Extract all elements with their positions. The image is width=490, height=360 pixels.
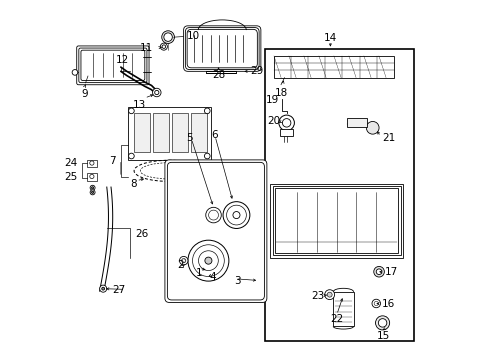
Circle shape (160, 43, 168, 50)
Text: 3: 3 (234, 275, 241, 285)
Text: 25: 25 (64, 172, 77, 182)
Circle shape (92, 191, 94, 193)
Bar (333, 292, 354, 327)
Text: 15: 15 (377, 331, 390, 341)
Text: 29: 29 (250, 66, 264, 76)
Circle shape (367, 121, 379, 134)
Bar (191, 113, 207, 152)
Text: 21: 21 (382, 133, 395, 143)
Circle shape (223, 202, 250, 229)
Circle shape (90, 174, 94, 179)
Bar (172, 113, 188, 152)
Circle shape (198, 251, 218, 270)
Bar (87, 159, 97, 167)
Circle shape (226, 205, 246, 225)
Text: 5: 5 (186, 133, 193, 143)
Bar (266, 49, 415, 341)
Circle shape (102, 287, 104, 290)
Circle shape (72, 69, 78, 75)
FancyBboxPatch shape (79, 48, 147, 83)
Text: 2: 2 (177, 260, 184, 270)
Circle shape (375, 316, 390, 330)
Text: 23: 23 (311, 291, 324, 301)
Circle shape (90, 161, 94, 165)
Circle shape (204, 108, 210, 114)
Circle shape (164, 33, 172, 41)
Text: 10: 10 (187, 31, 200, 41)
Circle shape (92, 187, 94, 189)
Circle shape (376, 269, 382, 275)
Text: 6: 6 (212, 130, 219, 140)
Text: 9: 9 (81, 89, 88, 99)
Text: 4: 4 (209, 272, 216, 282)
Bar (280, 129, 293, 136)
Text: 1: 1 (196, 269, 202, 279)
Circle shape (128, 153, 134, 159)
Circle shape (325, 290, 335, 300)
Circle shape (179, 256, 188, 265)
FancyBboxPatch shape (81, 50, 145, 81)
Circle shape (128, 108, 134, 114)
FancyBboxPatch shape (168, 162, 265, 300)
FancyBboxPatch shape (77, 46, 149, 85)
Text: 14: 14 (324, 33, 337, 43)
Circle shape (182, 258, 186, 263)
Circle shape (188, 240, 229, 281)
Bar (274, 56, 394, 78)
Text: 28: 28 (212, 70, 225, 80)
Text: 13: 13 (132, 100, 146, 109)
Circle shape (162, 45, 166, 48)
Bar (270, 184, 403, 258)
Text: 8: 8 (130, 179, 137, 189)
Bar (128, 107, 211, 159)
FancyBboxPatch shape (165, 160, 267, 302)
Text: 26: 26 (135, 229, 148, 239)
Circle shape (378, 319, 387, 327)
FancyBboxPatch shape (187, 30, 257, 68)
FancyBboxPatch shape (185, 28, 259, 69)
Circle shape (99, 285, 107, 292)
Circle shape (193, 245, 224, 276)
Text: 24: 24 (64, 158, 77, 168)
Bar (274, 188, 398, 253)
Circle shape (90, 185, 95, 190)
Circle shape (327, 292, 332, 297)
FancyBboxPatch shape (184, 26, 261, 71)
Text: 7: 7 (110, 156, 116, 166)
Circle shape (374, 266, 384, 277)
Bar (347, 118, 367, 127)
Text: 19: 19 (266, 95, 279, 104)
Circle shape (233, 212, 240, 219)
Text: 12: 12 (116, 55, 129, 66)
Text: 22: 22 (330, 314, 343, 324)
Text: 16: 16 (382, 299, 395, 309)
Circle shape (206, 207, 221, 223)
Text: 27: 27 (113, 285, 126, 295)
Circle shape (209, 210, 219, 220)
Circle shape (374, 301, 378, 306)
Circle shape (90, 190, 95, 195)
Circle shape (282, 118, 291, 127)
Circle shape (185, 260, 186, 261)
Circle shape (372, 299, 380, 308)
Text: 11: 11 (140, 44, 153, 53)
Circle shape (204, 153, 210, 159)
Text: 20: 20 (267, 116, 280, 126)
Bar (87, 173, 97, 181)
Bar (153, 113, 169, 152)
Circle shape (279, 115, 294, 131)
Text: 18: 18 (274, 87, 288, 98)
Bar (134, 113, 150, 152)
Circle shape (155, 90, 159, 95)
Bar (272, 186, 401, 256)
Circle shape (205, 257, 212, 264)
Circle shape (152, 88, 161, 97)
Circle shape (184, 259, 185, 260)
Text: 17: 17 (384, 267, 397, 278)
Circle shape (162, 31, 174, 44)
